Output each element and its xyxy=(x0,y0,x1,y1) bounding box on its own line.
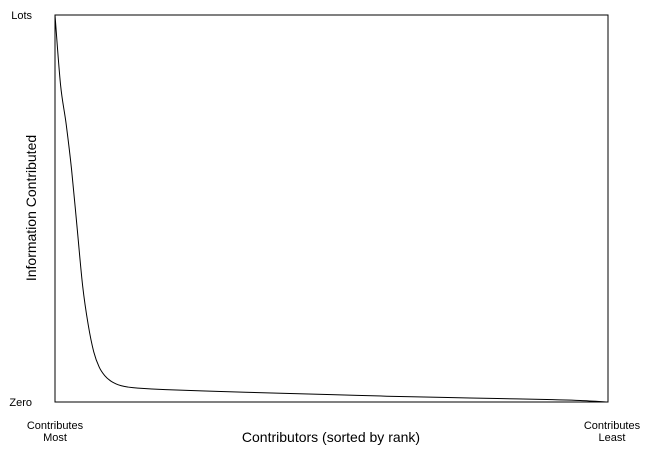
plot-frame xyxy=(54,14,609,403)
x-tick-label-right-line1: Contributes xyxy=(584,420,641,432)
y-axis-label: Information Contributed xyxy=(23,135,39,281)
x-axis-label: Contributors (sorted by rank) xyxy=(242,429,420,445)
y-tick-labels: Lots Zero xyxy=(9,10,32,409)
x-tick-label-left-line2: Most xyxy=(43,432,67,444)
y-tick-label-top: Lots xyxy=(11,10,32,22)
series-line-0 xyxy=(54,14,609,403)
x-tick-labels: Contributes Most Contributes Least xyxy=(27,420,641,444)
x-tick-label-left-line1: Contributes xyxy=(27,420,84,432)
x-tick-label-right-line2: Least xyxy=(599,432,626,444)
series-layer xyxy=(54,14,609,403)
y-tick-label-bottom: Zero xyxy=(9,397,32,409)
